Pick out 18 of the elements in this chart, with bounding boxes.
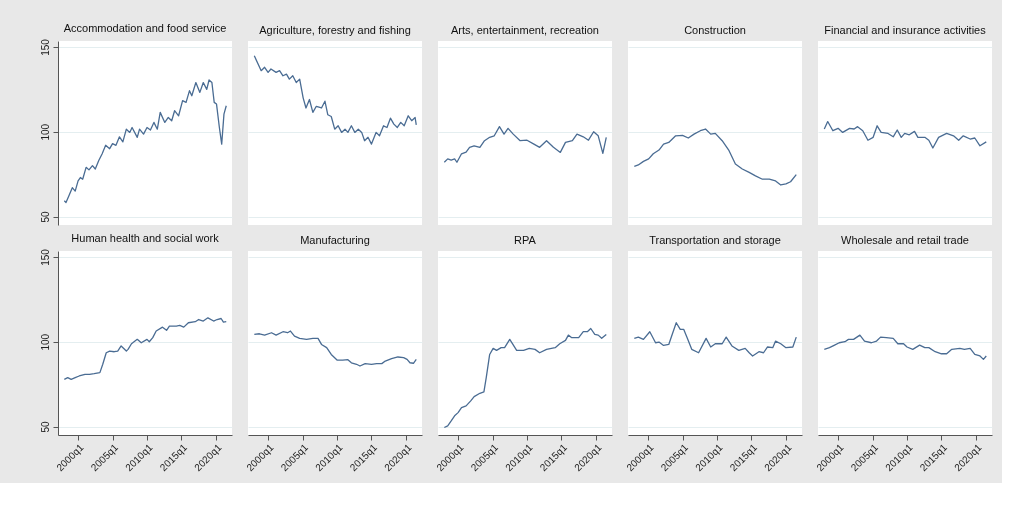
y-tick-label: 150 <box>39 248 51 266</box>
chart-title: Financial and insurance activities <box>824 24 987 36</box>
y-tick-label: 50 <box>39 211 51 223</box>
chart-title: Wholesale and retail trade <box>841 234 969 246</box>
chart-title: Human health and social work <box>71 231 220 244</box>
y-tick-label: 150 <box>39 38 51 56</box>
chart-title: Accommodation and food service <box>63 21 227 34</box>
chart-title: Agriculture, forestry and fishing <box>259 24 411 36</box>
y-tick-label: 100 <box>39 333 51 351</box>
y-tick-label: 100 <box>39 123 51 141</box>
chart-title: Manufacturing <box>300 234 370 246</box>
chart-title: RPA <box>514 234 537 246</box>
chart-title: Transportation and storage <box>649 234 781 246</box>
line-series <box>63 317 227 381</box>
chart-title: Construction <box>684 24 746 36</box>
chart-title: Arts, entertainment, recreation <box>451 24 599 36</box>
y-tick-label: 50 <box>39 421 51 433</box>
line-series <box>63 79 227 204</box>
